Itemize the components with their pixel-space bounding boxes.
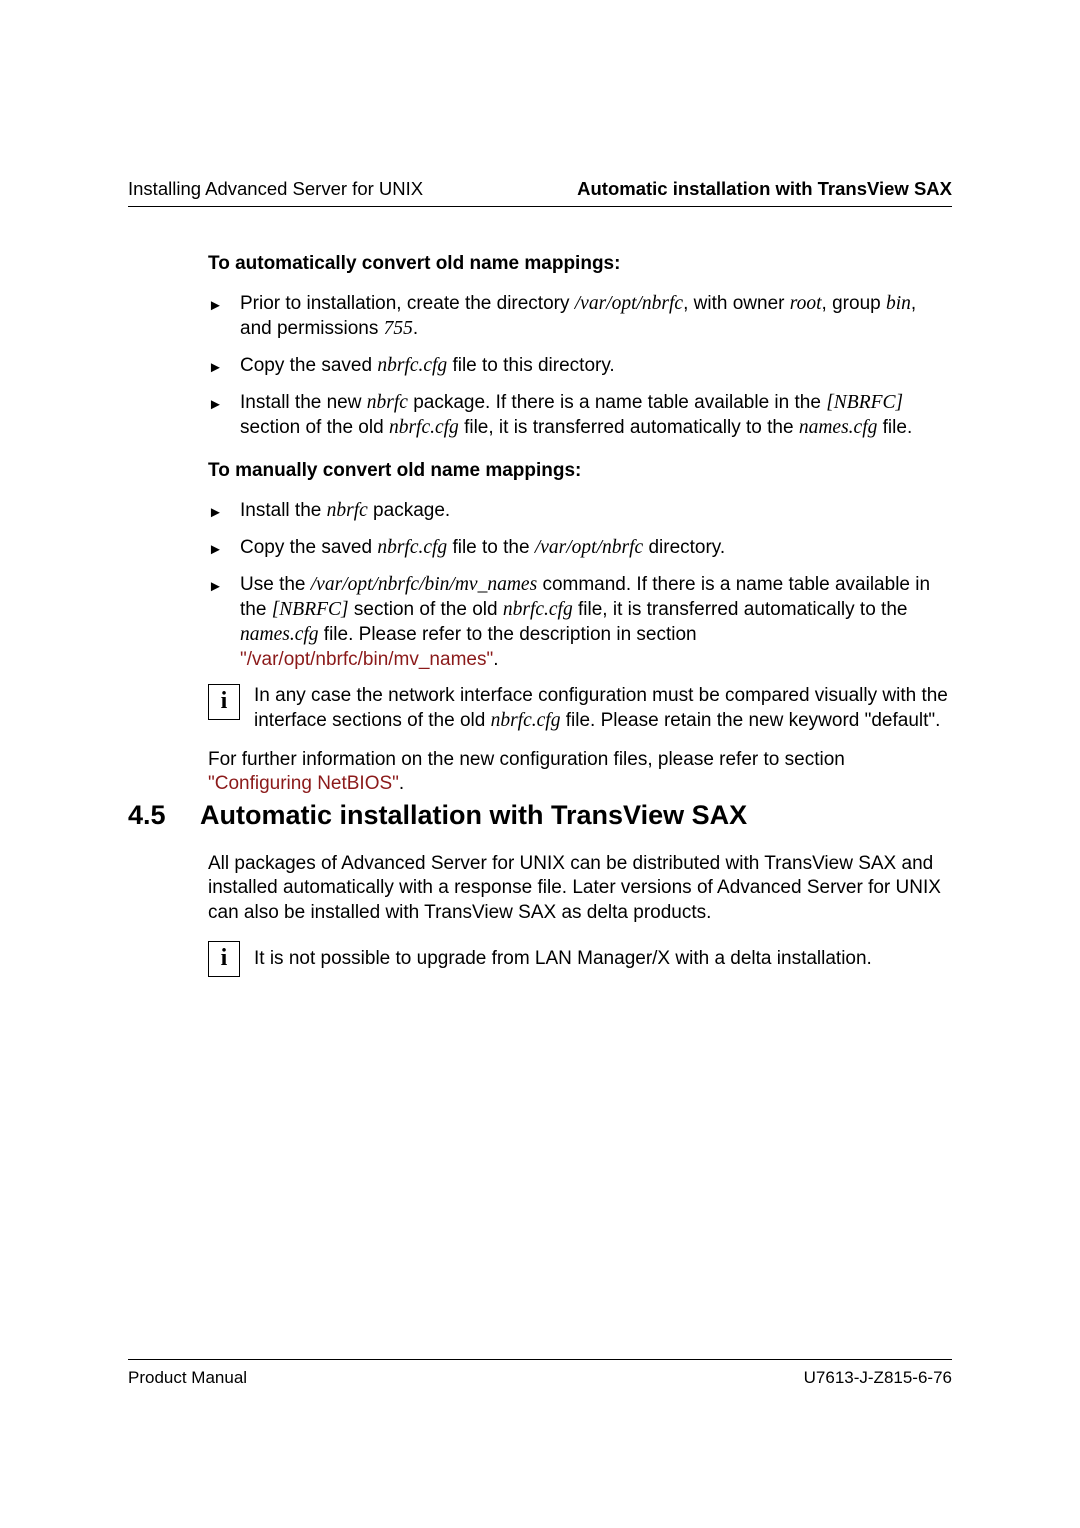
section-body: All packages of Advanced Server for UNIX…	[208, 852, 952, 991]
triangle-icon: ►	[208, 540, 223, 559]
page: Installing Advanced Server for UNIX Auto…	[0, 0, 1080, 1528]
content-area: To automatically convert old name mappin…	[208, 252, 952, 812]
list-text: Copy the saved nbrfc.cfg file to the /va…	[240, 537, 725, 558]
footer-left: Product Manual	[128, 1368, 247, 1388]
list-item: ► Copy the saved nbrfc.cfg file to the /…	[208, 536, 952, 561]
page-header: Installing Advanced Server for UNIX Auto…	[128, 178, 952, 207]
further-info-para: For further information on the new confi…	[208, 748, 952, 797]
note-text: It is not possible to upgrade from LAN M…	[254, 941, 952, 971]
header-right: Automatic installation with TransView SA…	[577, 178, 952, 200]
info-note-2: i It is not possible to upgrade from LAN…	[208, 941, 952, 977]
list-item: ► Prior to installation, create the dire…	[208, 292, 952, 342]
list-text: Use the /var/opt/nbrfc/bin/mv_names comm…	[240, 574, 930, 670]
list-item: ► Copy the saved nbrfc.cfg file to this …	[208, 354, 952, 379]
section-para: All packages of Advanced Server for UNIX…	[208, 852, 952, 925]
info-icon: i	[208, 684, 240, 720]
triangle-icon: ►	[208, 358, 223, 377]
subheading-auto-convert: To automatically convert old name mappin…	[208, 252, 952, 276]
link-mv-names[interactable]: "/var/opt/nbrfc/bin/mv_names"	[240, 649, 493, 670]
triangle-icon: ►	[208, 503, 223, 522]
triangle-icon: ►	[208, 395, 223, 414]
subheading-manual-convert: To manually convert old name mappings:	[208, 459, 952, 483]
section-heading-4-5: 4.5Automatic installation with TransView…	[128, 800, 952, 831]
list-text: Prior to installation, create the direct…	[240, 293, 916, 339]
triangle-icon: ►	[208, 577, 223, 596]
header-left: Installing Advanced Server for UNIX	[128, 178, 423, 200]
link-configuring-netbios[interactable]: "Configuring NetBIOS"	[208, 773, 399, 794]
list-text: Install the new nbrfc package. If there …	[240, 392, 912, 438]
list-item: ► Use the /var/opt/nbrfc/bin/mv_names co…	[208, 573, 952, 672]
list-text: Copy the saved nbrfc.cfg file to this di…	[240, 355, 615, 376]
list-item: ► Install the new nbrfc package. If ther…	[208, 391, 952, 441]
triangle-icon: ►	[208, 296, 223, 315]
auto-convert-list: ► Prior to installation, create the dire…	[208, 292, 952, 441]
list-text: Install the nbrfc package.	[240, 500, 450, 521]
section-title: Automatic installation with TransView SA…	[200, 800, 747, 830]
footer-right: U7613-J-Z815-6-76	[804, 1368, 952, 1388]
info-icon: i	[208, 941, 240, 977]
info-note-1: i In any case the network interface conf…	[208, 684, 952, 733]
section-number: 4.5	[128, 800, 200, 831]
manual-convert-list: ► Install the nbrfc package. ► Copy the …	[208, 499, 952, 672]
footer-rule	[128, 1359, 952, 1360]
note-text: In any case the network interface config…	[254, 684, 952, 733]
list-item: ► Install the nbrfc package.	[208, 499, 952, 524]
